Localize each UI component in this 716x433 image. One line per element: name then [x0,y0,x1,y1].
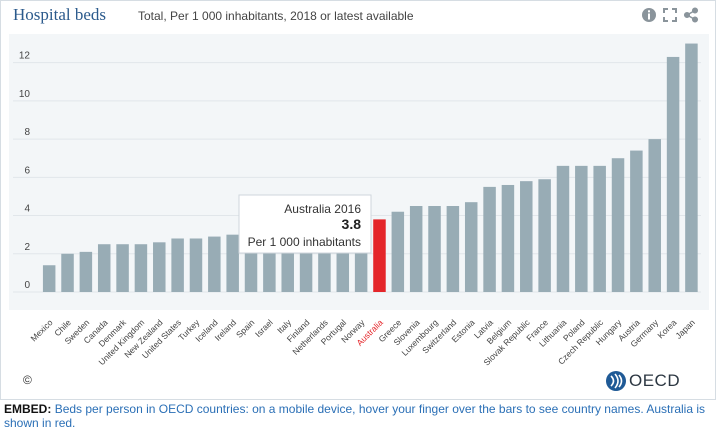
bar-lithuania[interactable] [556,165,570,292]
bar-chile[interactable] [61,253,74,292]
bar-ireland[interactable] [226,234,239,292]
y-tick-label: 8 [24,127,30,138]
expand-icon[interactable] [662,7,678,23]
bar-new-zealand[interactable] [153,242,166,292]
y-tick-label: 6 [24,165,30,176]
bar-hungary[interactable] [611,158,625,292]
bar-chart: 0 2 4 6 8 10 12 MexicoChileSwedenCanadaDenmark… [13,43,701,368]
oecd-logo-text: OECD [629,371,681,390]
bar-sweden[interactable] [79,251,93,292]
bar-united-states[interactable] [171,238,184,292]
bar-korea[interactable] [666,56,680,292]
tooltip-value: 3.8 [342,216,362,232]
bar-australia[interactable] [373,219,386,292]
bar-slovak-republic[interactable] [520,181,533,292]
x-tick-label: Korea [655,317,678,340]
embed-label: EMBED: [4,402,52,416]
bar-germany[interactable] [648,139,661,292]
bar-united-kingdom[interactable] [134,244,148,292]
chart-subtitle: Total, Per 1 000 inhabitants, 2018 or la… [138,9,414,23]
y-tick-label: 12 [19,51,31,62]
embed-note: EMBED: Beds per person in OECD countries… [4,402,712,430]
x-tick-label: Spain [234,317,257,340]
bar-poland[interactable] [575,165,588,292]
x-tick-label: Israel [253,317,275,339]
bar-canada[interactable] [97,244,111,292]
chart-title: Hospital beds [13,5,107,24]
info-icon[interactable] [641,7,657,23]
chart-widget: Hospital beds Total, Per 1 000 inhabitan… [0,0,716,400]
tooltip-country-year: Australia 2016 [284,202,361,216]
tooltip-box [238,194,372,254]
x-tick-label: Japan [673,317,697,341]
bar-iceland[interactable] [208,236,221,292]
y-tick-label: 0 [24,280,30,291]
y-tick-label: 4 [24,204,30,215]
bar-turkey[interactable] [189,238,203,292]
tooltip-unit: Per 1 000 inhabitants [248,235,361,249]
bar-greece[interactable] [391,211,405,292]
y-tick-label: 10 [19,89,31,100]
bar-denmark[interactable] [116,244,129,292]
bar-belgium[interactable] [501,184,515,292]
chart-header: Hospital beds Total, Per 1 000 inhabitan… [1,1,715,31]
tooltip: Australia 2016 3.8 Per 1 000 inhabitants [238,194,372,254]
share-icon[interactable] [683,7,699,23]
copyright-symbol: © [23,373,32,387]
embed-text: Beds per person in OECD countries: on a … [4,402,706,430]
y-axis: 0 2 4 6 8 10 12 [19,51,31,291]
bars [42,43,698,292]
bar-latvia[interactable] [483,186,496,292]
oecd-logo-icon[interactable] [605,368,705,394]
y-tick-label: 2 [24,242,30,253]
bar-luxembourg[interactable] [428,206,441,292]
bar-czech-republic[interactable] [593,165,606,292]
bar-france[interactable] [538,179,551,292]
x-tick-label: Mexico [28,317,54,343]
bar-austria[interactable] [630,150,643,292]
bar-switzerland[interactable] [446,206,460,292]
bar-japan[interactable] [685,43,698,292]
bar-mexico[interactable] [42,265,56,292]
bar-slovenia[interactable] [409,206,423,292]
bar-estonia[interactable] [464,202,478,292]
x-tick-label: Ireland [213,317,239,343]
